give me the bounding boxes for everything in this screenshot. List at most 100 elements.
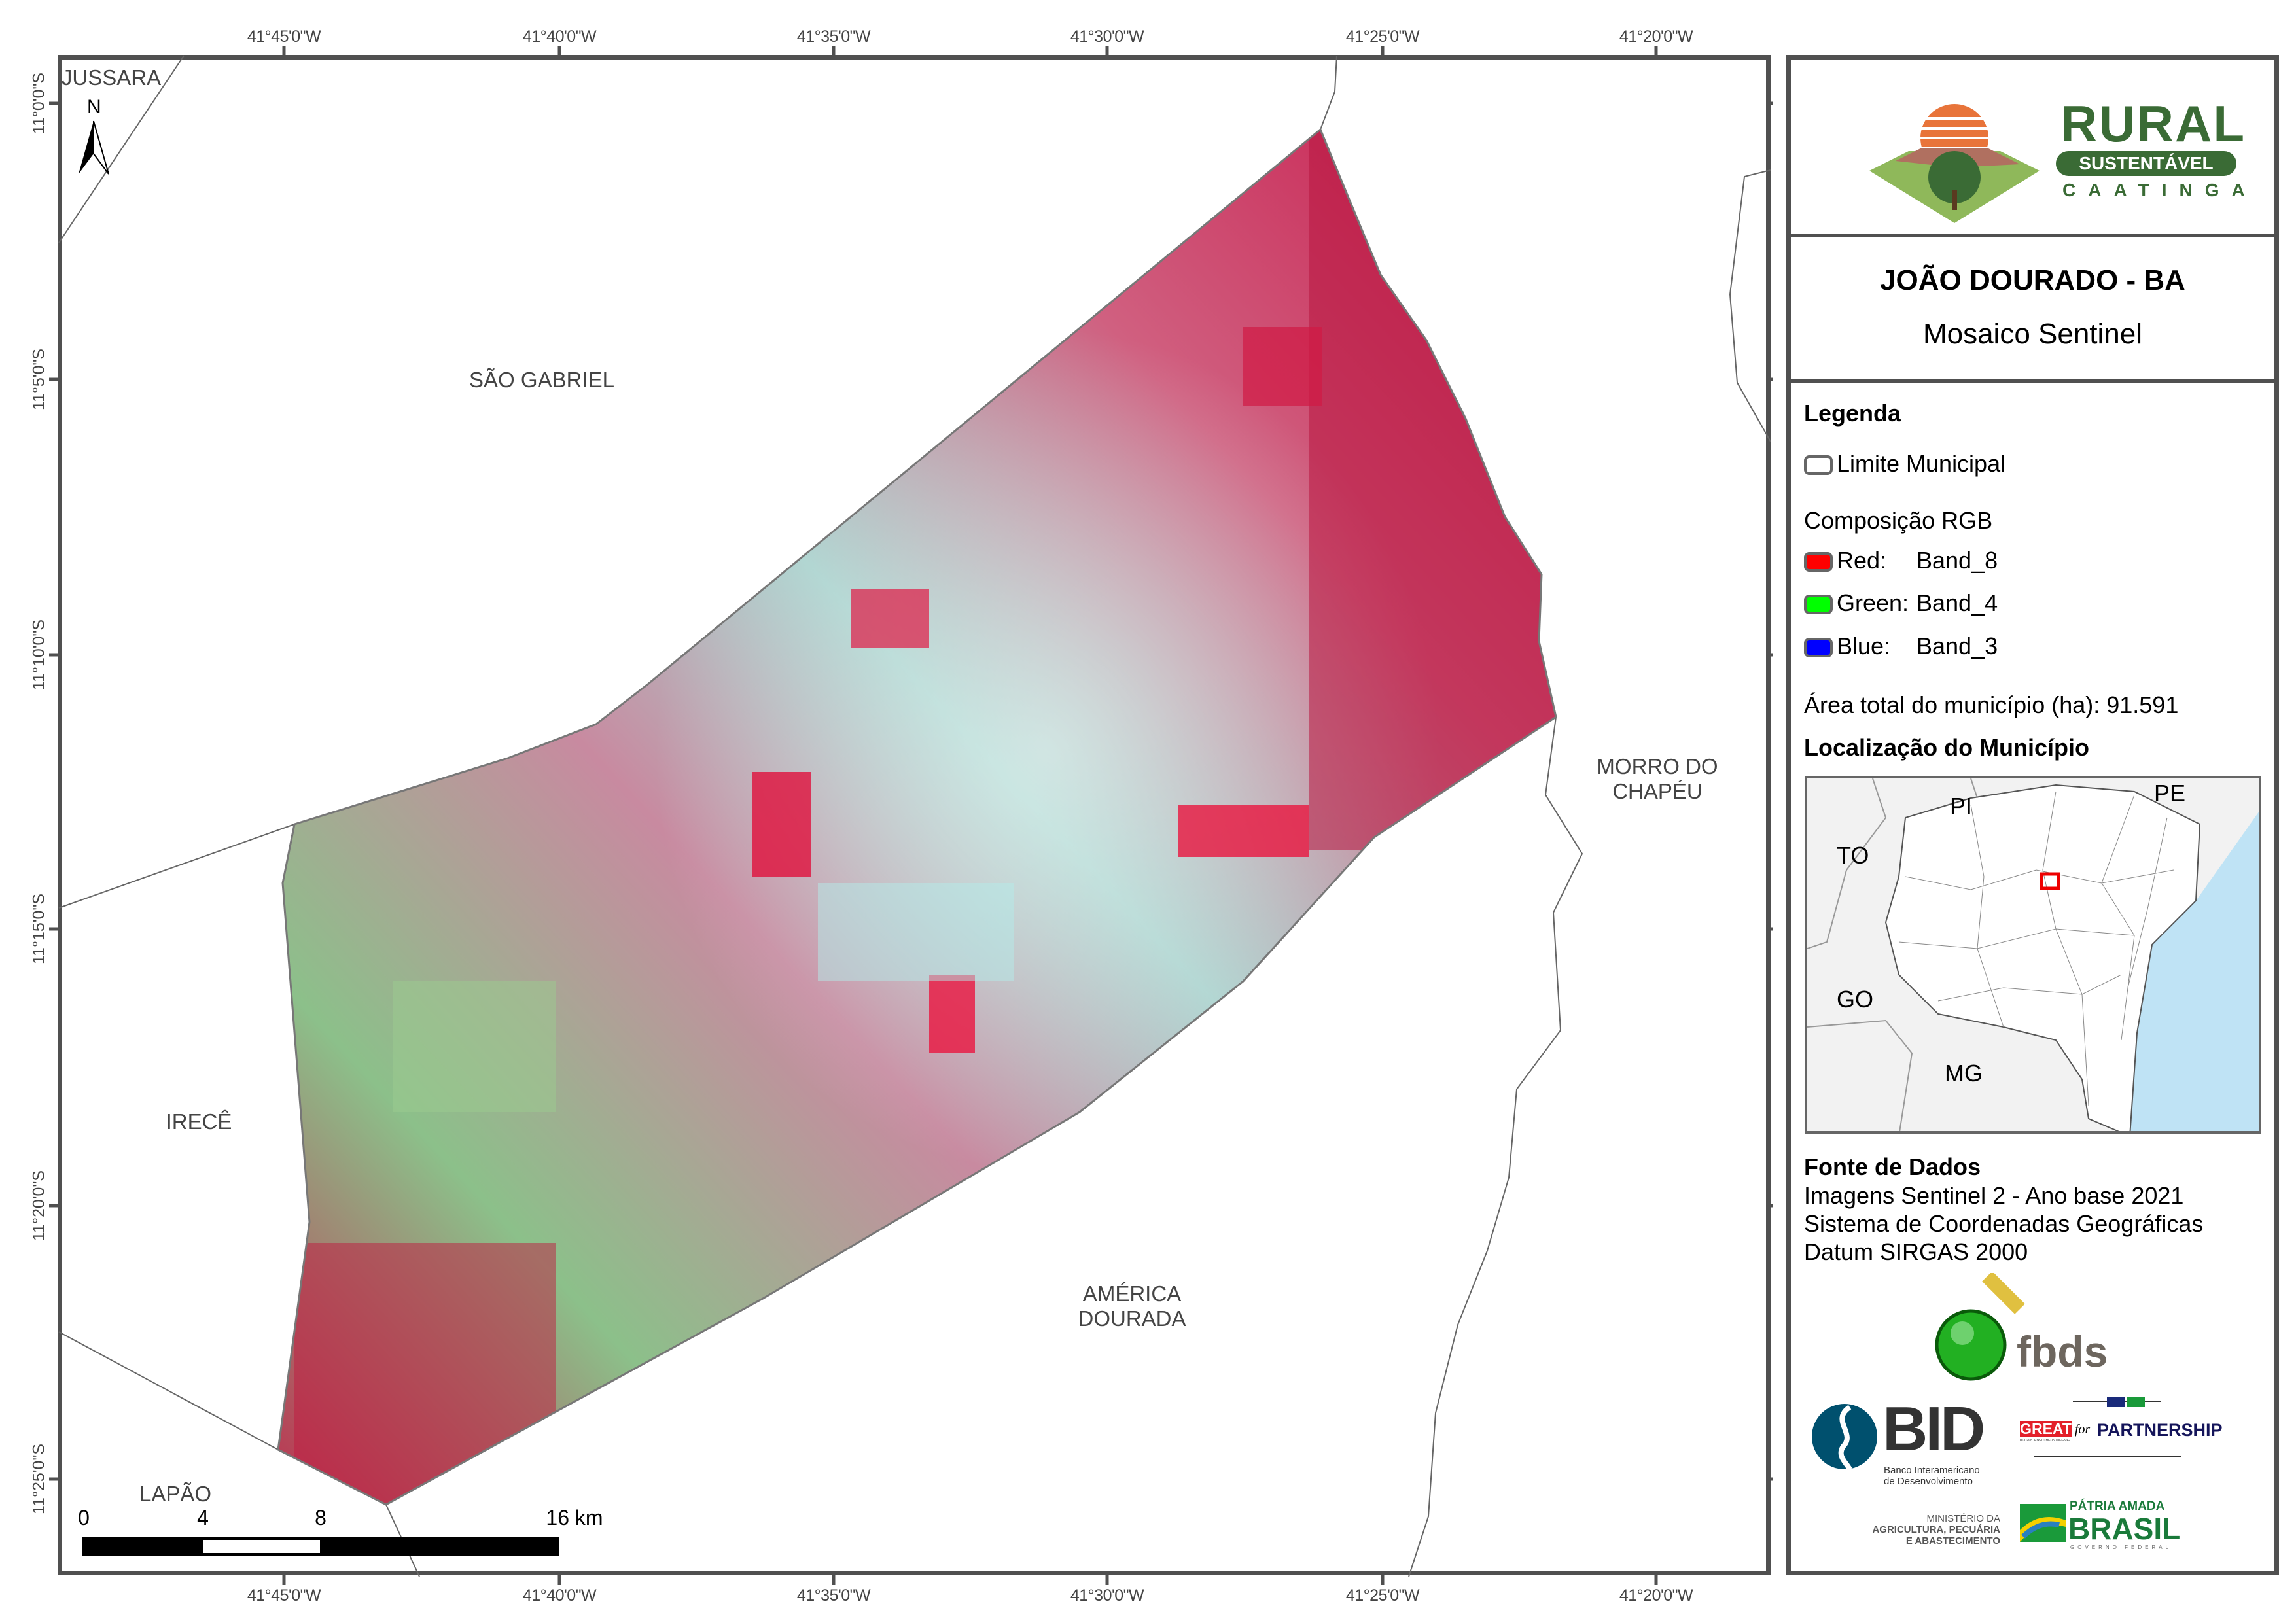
municipality-locator: [2040, 872, 2060, 890]
blue-swatch: [1804, 638, 1833, 658]
inset-label-mg: MG: [1945, 1060, 1983, 1087]
place-label-sao-gabriel: SÃO GABRIEL: [469, 368, 614, 392]
band-value: Band_8: [1916, 547, 1998, 574]
rural-logo-icon: [1869, 104, 2040, 223]
place-label-irece: IRECÊ: [166, 1109, 232, 1134]
top-tick-label: 41°20'0"W: [1619, 27, 1693, 46]
left-tick-label: 11°20'0"S: [29, 1170, 48, 1241]
scale-label: 4: [197, 1506, 209, 1529]
source-line: Datum SIRGAS 2000: [1804, 1238, 2028, 1265]
fbds-logo-text: fbds: [2017, 1327, 2108, 1376]
legend-heading: Legenda: [1804, 400, 1901, 427]
divider: [1791, 379, 2274, 383]
scale-bar: [82, 1537, 559, 1556]
bahia-state: [1884, 784, 2201, 1131]
limite-swatch: [1804, 455, 1833, 476]
scale-label: 8: [315, 1506, 327, 1529]
legend-item-blue: Blue: Band_3: [1804, 633, 1998, 660]
limite-municipal[interactable]: [277, 128, 1557, 1506]
fbds-logo-icon: [1935, 1273, 2025, 1381]
legend-item-red: Red: Band_8: [1804, 547, 1998, 574]
place-label-morro-do-chapeu: MORRO DO CHAPÉU: [1597, 754, 1718, 804]
top-tick-label: 41°45'0"W: [247, 27, 321, 46]
ministerio-logo: MINISTÉRIO DA AGRICULTURA, PECUÁRIA E ABAS…: [1817, 1513, 2000, 1546]
state-borders: [1807, 778, 1978, 1131]
sentinel-mosaic: [278, 130, 1556, 1505]
scale-label: 16 km: [546, 1506, 603, 1529]
inset-label-to: TO: [1837, 842, 1869, 869]
legend-panel: RURAL SUSTENTÁVEL CAATINGA JOÃO DOURADO …: [1786, 55, 2279, 1575]
left-tick-label: 11°0'0"S: [29, 72, 48, 135]
bottom-tick-label: 41°45'0"W: [247, 1586, 321, 1605]
north-label: N: [87, 96, 101, 118]
map-frame: [58, 55, 1771, 1575]
bid-subtitle-line: de Desenvolvimento: [1884, 1476, 1973, 1487]
map-title: JOÃO DOURADO - BA: [1880, 264, 2185, 296]
bottom-tick-label: 41°40'0"W: [522, 1586, 597, 1605]
municipal-lines: [1898, 791, 2174, 1106]
bid-subtitle-line: Banco Interamericano: [1884, 1465, 1980, 1476]
band-label: Red:: [1837, 547, 1887, 574]
uk-flag-icon: [2107, 1397, 2125, 1407]
great-subtitle: BRITAIN & NORTHERN IRELAND: [2020, 1439, 2070, 1442]
governo-federal-text: GOVERNO FEDERAL: [2070, 1544, 2172, 1550]
bottom-tick-label: 41°20'0"W: [1619, 1586, 1693, 1605]
inset-label-pe: PE: [2154, 780, 2186, 807]
bid-logo-text: BID: [1882, 1394, 1985, 1464]
top-tick-label: 41°25'0"W: [1345, 27, 1420, 46]
band-label: Green:: [1837, 589, 1909, 616]
legend-label: Limite Municipal: [1837, 450, 2006, 477]
band-label: Blue:: [1837, 633, 1891, 659]
brasil-text: BRASIL: [2068, 1512, 2181, 1546]
logo-sustentavel: SUSTENTÁVEL: [2056, 151, 2236, 176]
source-line: Sistema de Coordenadas Geográficas: [1804, 1210, 2204, 1237]
band-value: Band_4: [1916, 589, 1998, 616]
green-swatch: [1804, 595, 1833, 615]
ministerio-line: MINISTÉRIO DA: [1926, 1513, 2000, 1524]
left-tick-label: 11°5'0"S: [29, 348, 48, 411]
legend-item-green: Green: Band_4: [1804, 589, 1998, 617]
location-heading: Localização do Município: [1804, 734, 2090, 761]
top-tick-label: 41°35'0"W: [796, 27, 871, 46]
brazil-flag-icon: [2127, 1397, 2145, 1407]
neighbor-boundaries: [58, 55, 1771, 1577]
location-inset-map[interactable]: PI PE TO GO MG: [1805, 776, 2261, 1134]
sources-heading: Fonte de Dados: [1804, 1153, 1981, 1180]
logo-caatinga: CAATINGA: [2062, 180, 2257, 200]
band-value: Band_3: [1916, 633, 1998, 659]
logo-rural: RURAL: [2060, 95, 2246, 152]
place-label-line: DOURADA: [1078, 1306, 1186, 1331]
place-label-line: MORRO DO: [1597, 754, 1718, 778]
bottom-tick-label: 41°35'0"W: [796, 1586, 871, 1605]
left-tick-label: 11°15'0"S: [29, 894, 48, 964]
left-tick-label: 11°10'0"S: [29, 620, 48, 690]
top-tick-label: 41°30'0"W: [1070, 27, 1144, 46]
place-label-line: CHAPÉU: [1612, 779, 1703, 803]
map-subtitle: Mosaico Sentinel: [1922, 318, 2143, 350]
inset-label-pi: PI: [1950, 793, 1973, 820]
bid-logo-icon: [1812, 1404, 1877, 1471]
legend-item-limite: Limite Municipal: [1804, 450, 2005, 478]
ocean: [2130, 812, 2259, 1131]
bottom-tick-label: 41°25'0"W: [1345, 1586, 1420, 1605]
area-total: Área total do município (ha): 91.591: [1804, 691, 2179, 718]
divider: [2034, 1456, 2181, 1457]
ministerio-line: E ABASTECIMENTO: [1905, 1535, 2000, 1546]
for-text: for: [2075, 1422, 2091, 1437]
rgb-heading: Composição RGB: [1804, 507, 1993, 534]
bottom-tick-label: 41°30'0"W: [1070, 1586, 1144, 1605]
place-label-line: AMÉRICA: [1082, 1282, 1182, 1306]
place-label-america-dourada: AMÉRICA DOURADA: [1078, 1282, 1186, 1331]
source-line: Imagens Sentinel 2 - Ano base 2021: [1804, 1182, 2184, 1209]
patria-amada-text: PÁTRIA AMADA: [2070, 1499, 2165, 1513]
great-logo: GREAT: [2020, 1420, 2072, 1437]
brasil-flag-logo-icon: [2020, 1504, 2066, 1542]
ministerio-line: AGRICULTURA, PECUÁRIA: [1872, 1524, 2000, 1535]
red-swatch: [1804, 552, 1833, 572]
place-label-jussara: JUSSARA: [61, 65, 162, 90]
map-canvas[interactable]: [0, 0, 1773, 1623]
partnership-text: PARTNERSHIP: [2097, 1420, 2223, 1440]
place-label-lapao: LAPÃO: [139, 1482, 212, 1506]
north-arrow-icon: [79, 120, 109, 175]
left-tick-label: 11°25'0"S: [29, 1444, 48, 1514]
